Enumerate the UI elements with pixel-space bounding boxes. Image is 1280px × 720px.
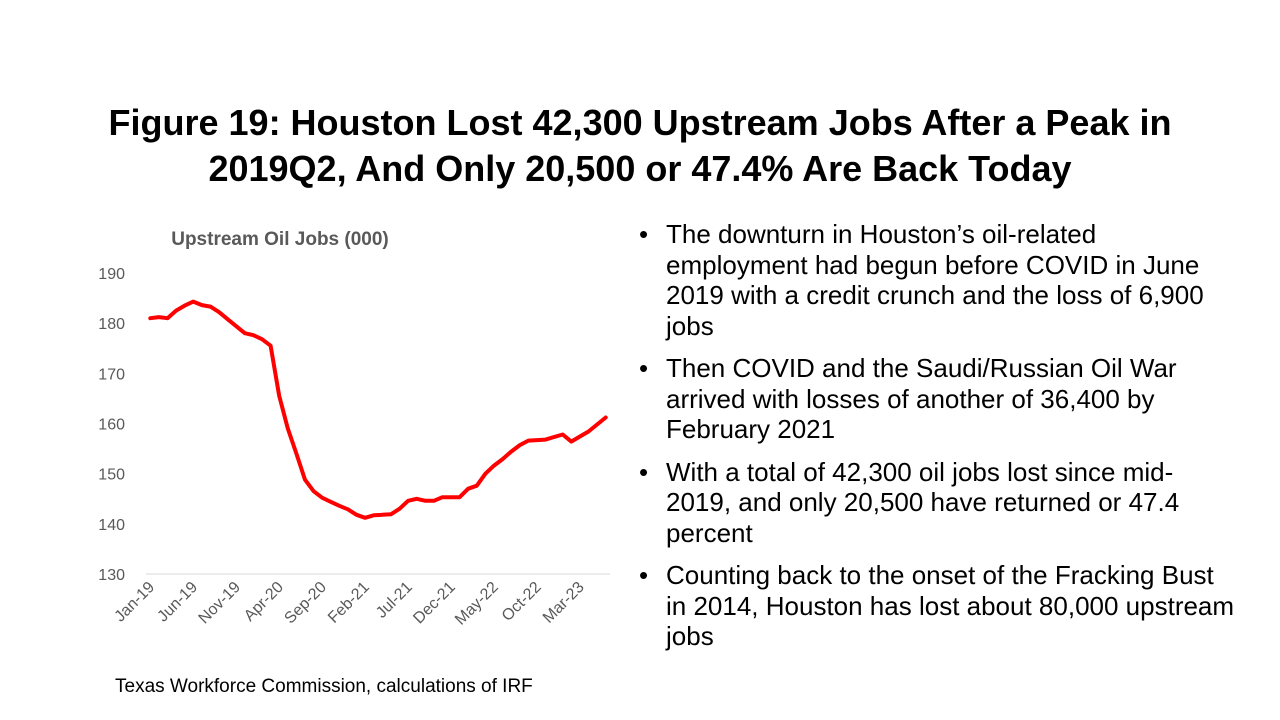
bullet-list: • The downturn in Houston’s oil-related e… <box>636 219 1236 664</box>
x-tick-label: Jun-19 <box>154 579 201 626</box>
slide-title-line-1: Figure 19: Houston Lost 42,300 Upstream … <box>108 102 1172 143</box>
series-line <box>148 299 608 520</box>
chart-title: Upstream Oil Jobs (000) <box>171 229 389 250</box>
x-tick-label: Oct-22 <box>499 579 545 625</box>
bullet-text: With a total of 42,300 oil jobs lost sin… <box>666 456 1180 548</box>
bullet-dot-icon: • <box>639 353 649 383</box>
bullet-text: Counting back to the onset of the Fracki… <box>666 560 1235 651</box>
bullet-item: • The downturn in Houston’s oil-related e… <box>636 219 1236 341</box>
bullet-dot-icon: • <box>639 456 649 487</box>
bullet-item: • Then COVID and the Saudi/Russian Oil Wa… <box>636 353 1236 445</box>
x-tick-label: Nov-19 <box>196 579 245 628</box>
y-tick-label: 160 <box>98 417 125 434</box>
source-note: Texas Workforce Commission, calculations… <box>115 676 533 697</box>
y-tick-label: 190 <box>98 266 125 283</box>
chart-svg: Upstream Oil Jobs (000) 1301401501601701… <box>98 229 610 629</box>
x-tick-label: Apr-20 <box>241 579 287 625</box>
series-layer <box>148 299 608 520</box>
x-tick-label: Sep-20 <box>281 579 330 628</box>
bullet-item: • With a total of 42,300 oil jobs lost si… <box>636 457 1236 549</box>
slide-title-line-2: 2019Q2, And Only 20,500 or 47.4% Are Bac… <box>208 148 1072 189</box>
y-tick-label: 180 <box>98 316 125 333</box>
bullet-text: The downturn in Houston’s oil-related em… <box>666 219 1204 341</box>
slide-title: Figure 19: Houston Lost 42,300 Upstream … <box>40 100 1240 192</box>
bullet-dot-icon: • <box>639 219 649 249</box>
x-tick-label: Dec-21 <box>410 579 459 628</box>
x-tick-label: Mar-23 <box>540 579 588 627</box>
y-tick-label: 140 <box>98 517 125 534</box>
y-tick-label: 170 <box>98 366 125 383</box>
line-chart: Upstream Oil Jobs (000) 130 140 150 160 170 1… <box>80 218 640 658</box>
y-tick-label: 130 <box>98 567 125 584</box>
bullet-text: Then COVID and the Saudi/Russian Oil War… <box>666 353 1177 444</box>
bullet-item: • Counting back to the onset of the Frack… <box>636 560 1236 652</box>
y-tick-label: 150 <box>98 467 125 484</box>
x-tick-label: May-22 <box>452 579 502 629</box>
x-tick-label: Feb-21 <box>325 579 373 627</box>
bullet-dot-icon: • <box>639 560 649 590</box>
y-axis: 130 140 150 160 170 180 190 <box>98 266 125 584</box>
x-tick-label: Jan-19 <box>112 579 159 626</box>
